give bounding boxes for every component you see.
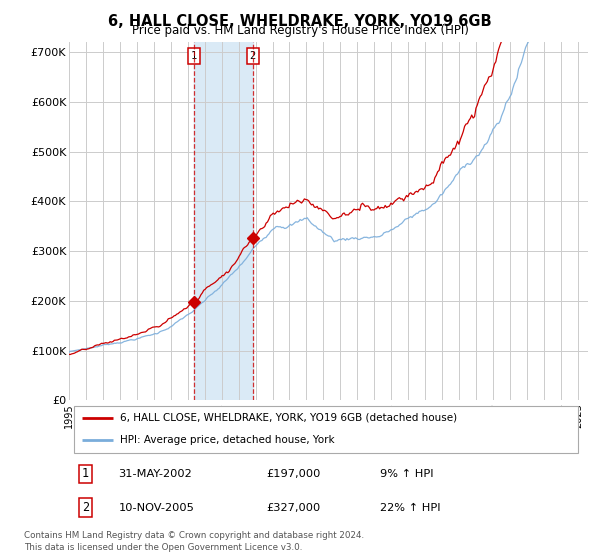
Text: 1: 1 [82, 468, 89, 480]
Text: £197,000: £197,000 [266, 469, 320, 479]
Text: £327,000: £327,000 [266, 502, 320, 512]
Text: 2: 2 [250, 51, 256, 61]
FancyBboxPatch shape [74, 407, 578, 453]
Text: Contains HM Land Registry data © Crown copyright and database right 2024.
This d: Contains HM Land Registry data © Crown c… [23, 531, 364, 552]
Text: HPI: Average price, detached house, York: HPI: Average price, detached house, York [120, 436, 334, 445]
Text: 6, HALL CLOSE, WHELDRAKE, YORK, YO19 6GB (detached house): 6, HALL CLOSE, WHELDRAKE, YORK, YO19 6GB… [120, 413, 457, 423]
Text: Price paid vs. HM Land Registry's House Price Index (HPI): Price paid vs. HM Land Registry's House … [131, 24, 469, 37]
Text: 9% ↑ HPI: 9% ↑ HPI [380, 469, 434, 479]
Text: 22% ↑ HPI: 22% ↑ HPI [380, 502, 441, 512]
Text: 2: 2 [82, 501, 89, 514]
Text: 1: 1 [191, 51, 197, 61]
Text: 10-NOV-2005: 10-NOV-2005 [118, 502, 194, 512]
Bar [194, 42, 253, 400]
Text: 6, HALL CLOSE, WHELDRAKE, YORK, YO19 6GB: 6, HALL CLOSE, WHELDRAKE, YORK, YO19 6GB [108, 14, 492, 29]
Text: 31-MAY-2002: 31-MAY-2002 [118, 469, 192, 479]
